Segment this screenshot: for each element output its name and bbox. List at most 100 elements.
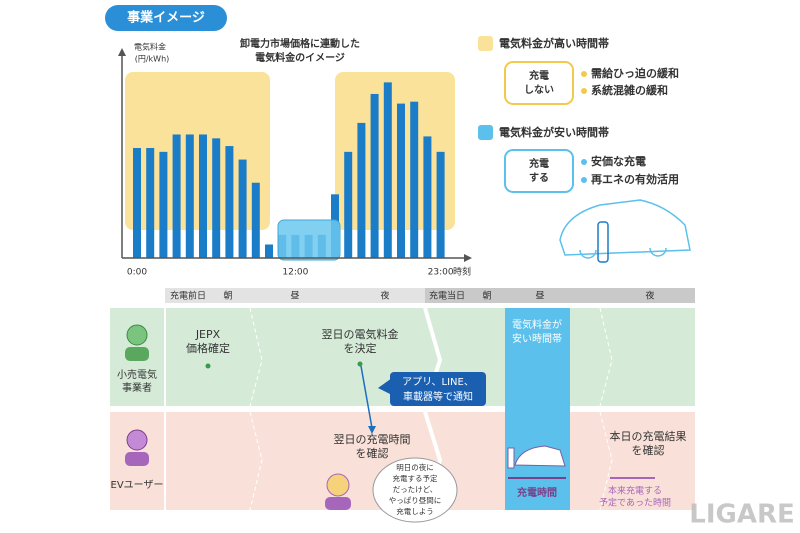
bar [251,182,260,258]
event-text: を確認 [356,446,389,460]
action-box [504,149,574,193]
bullet [581,71,587,77]
bar [238,159,247,258]
legend-swatch [478,125,493,140]
charger [597,221,609,263]
planned-text: 本来充電する [608,485,662,497]
event-dot [205,363,211,369]
timeline-label: 朝 [482,291,491,302]
x-tick-label: 12:00 [282,268,308,278]
bar [344,151,353,258]
timeline-bar [425,288,695,303]
planned-text: 予定であった時間 [599,497,671,509]
event-text: 本日の充電結果 [610,429,687,443]
bullet [581,177,587,183]
effect: 系統混雑の緩和 [591,83,668,97]
thought-text: やっぱり昼間に [389,496,442,505]
retailer-icon [125,347,149,361]
user-icon [125,452,149,466]
effect: 安価な充電 [591,154,646,168]
actor-label: 事業者 [122,381,152,394]
bar [212,138,221,258]
bar [133,147,141,258]
bar [383,82,392,259]
action-text: する [529,172,549,184]
event-text: 翌日の電気料金 [322,327,399,341]
chart-title: 電気料金のイメージ [255,51,345,64]
bar [265,244,273,258]
effect: 需給ひっ迫の緩和 [591,66,679,80]
bullet [581,88,587,94]
event-text: 電気料金が [512,318,562,331]
thought-text: だったけど、 [393,485,438,494]
notify-callout [390,372,486,406]
ev-car [514,445,566,467]
x-label: 時刻 [453,266,471,278]
bar [159,151,168,258]
actor-label: 小売電気 [117,368,157,381]
bar [172,134,181,258]
bar [410,101,419,258]
action-text: 充電 [529,157,549,170]
chart-title: 卸電力市場価格に連動した [240,37,360,50]
user-figure [326,473,350,497]
thought-text: 充電しよう [396,506,434,516]
x-tick-label: 23:00 [428,268,454,278]
cheap-period [505,308,570,510]
event-text: 翌日の充電時間 [334,432,411,446]
thought-text: 充電する予定 [393,473,438,483]
bar [357,122,366,259]
event-text: を決定 [344,341,377,355]
notify-text: 車載器等で通知 [403,390,473,403]
legend-label: 電気料金が高い時間帯 [499,36,609,50]
timeline-label: 充電当日 [429,290,465,302]
user-icon [126,429,148,451]
charger [507,447,515,469]
header-title: 事業イメージ [127,10,205,26]
period-divider [249,307,613,511]
event-dot [357,361,363,367]
ev-car [559,199,691,259]
bar [146,147,155,258]
bar [225,146,234,258]
bullet [581,159,587,165]
thought-text: 明日の夜に [396,462,434,472]
legend-swatch [478,36,493,51]
retailer-icon [126,324,148,346]
action-text: しない [524,84,554,96]
bar [423,136,432,258]
low-band [277,219,341,261]
timeline-label: 昼 [290,291,299,302]
charge-time: 充電時間 [517,486,557,499]
arrow-head [368,426,376,434]
timeline-label: 朝 [223,291,232,302]
timeline-label: 昼 [535,291,544,302]
effect: 再エネの有効活用 [591,172,679,186]
event-text: を確認 [632,443,665,457]
action-text: 充電 [529,69,549,82]
bar [370,93,379,258]
bar [397,103,405,258]
x-tick-label: 0:00 [127,268,147,278]
bar [436,151,445,258]
user-figure [325,497,351,510]
y-label: (円/kWh) [135,55,170,64]
event-text: JEPX [195,328,221,341]
notify-text: アプリ、LINE、 [402,376,474,388]
legend-label: 電気料金が安い時間帯 [499,125,609,139]
y-label: 電気料金 [134,42,166,52]
watermark: LIGARE [689,500,795,530]
bar [185,134,194,258]
timeline-label: 夜 [645,290,654,302]
callout-tail [378,378,392,395]
header-pill [105,5,227,31]
bar [199,134,207,258]
timeline-label: 夜 [380,290,389,302]
thought-bubble [372,457,458,523]
action-box [504,61,574,105]
timeline-label: 充電前日 [170,290,206,302]
event-text: 安い時間帯 [512,332,562,345]
arrow [360,365,373,429]
price-chart: 0:00 12:00 23:00 [118,48,472,278]
